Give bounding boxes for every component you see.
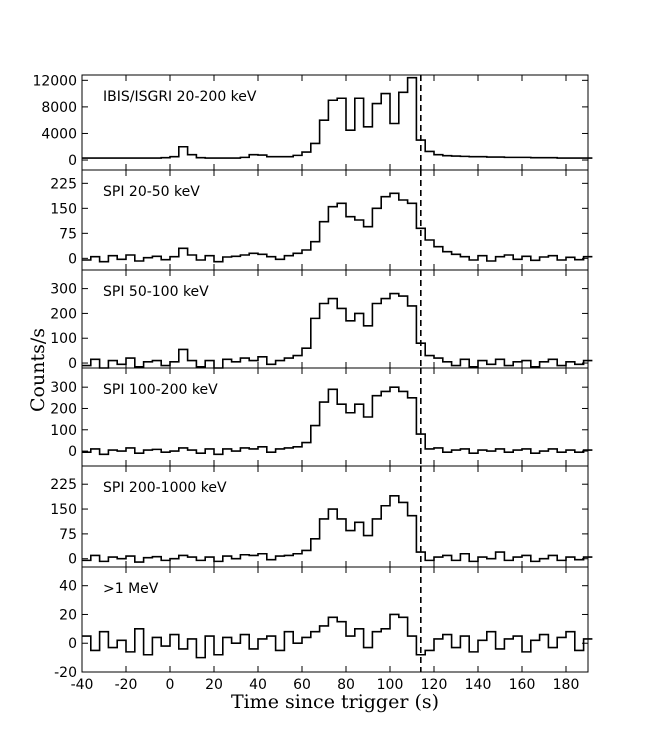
y-tick-label: 100 [50, 423, 77, 439]
step-line [82, 386, 593, 456]
y-tick-label: 4000 [41, 126, 77, 142]
y-tick-label: 300 [50, 380, 77, 396]
x-axis-label: Time since trigger (s) [231, 691, 439, 713]
y-tick-label: 20 [59, 607, 77, 623]
y-axis-label: Counts/s [27, 328, 49, 412]
y-tick-label: 0 [68, 153, 77, 169]
y-tick-label: 200 [50, 401, 77, 417]
x-tick-label: 160 [509, 677, 536, 693]
y-tick-label: -20 [54, 665, 77, 681]
y-tick-label: 40 [59, 579, 77, 595]
y-tick-label: 100 [50, 331, 77, 347]
y-tick-label: 150 [50, 201, 77, 217]
x-tick-label: 140 [465, 677, 492, 693]
y-tick-label: 300 [50, 282, 77, 298]
panel-label: >1 MeV [103, 581, 159, 597]
x-tick-label: 100 [377, 677, 404, 693]
y-tick-label: 225 [50, 477, 77, 493]
y-tick-label: 0 [68, 444, 77, 460]
x-tick-label: 60 [293, 677, 311, 693]
x-tick-label: -20 [115, 677, 138, 693]
panel-label: IBIS/ISGRI 20-200 keV [103, 89, 257, 105]
x-tick-label: 40 [249, 677, 267, 693]
y-tick-label: 75 [59, 226, 77, 242]
panel-label: SPI 50-100 keV [103, 284, 209, 300]
step-line [82, 192, 593, 263]
panel-label: SPI 200-1000 keV [103, 480, 227, 496]
y-tick-label: 0 [68, 636, 77, 652]
panel-label: SPI 20-50 keV [103, 184, 200, 200]
x-tick-label: 180 [553, 677, 580, 693]
x-tick-label: 120 [421, 677, 448, 693]
y-tick-label: 0 [68, 251, 77, 267]
y-tick-label: 0 [68, 356, 77, 372]
step-line [82, 76, 593, 159]
y-tick-label: 150 [50, 502, 77, 518]
y-tick-label: 225 [50, 176, 77, 192]
panel-frame [81, 566, 589, 673]
x-tick-label: 20 [205, 677, 223, 693]
x-tick-label: 80 [337, 677, 355, 693]
y-tick-label: 8000 [41, 100, 77, 116]
step-line [82, 495, 593, 563]
x-tick-label: 0 [166, 677, 175, 693]
y-tick-label: 200 [50, 306, 77, 322]
step-line [82, 613, 593, 659]
step-line [82, 292, 593, 369]
y-tick-label: 12000 [32, 73, 77, 89]
y-tick-label: 0 [68, 552, 77, 568]
panel-label: SPI 100-200 keV [103, 382, 218, 398]
y-tick-label: 75 [59, 527, 77, 543]
x-tick-label: -40 [71, 677, 94, 693]
